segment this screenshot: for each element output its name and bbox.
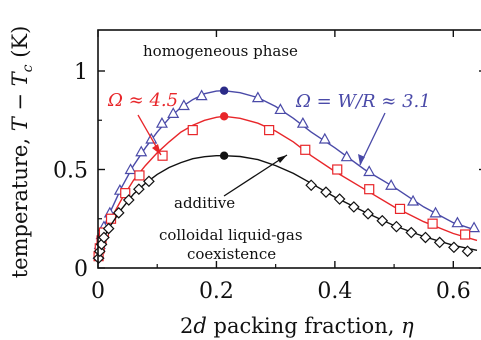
series-omega-3.1-marker bbox=[124, 163, 137, 175]
annotation-omega-red: Ω ≈ 4.5 bbox=[107, 90, 178, 111]
y-axis-label-T: T bbox=[8, 115, 32, 131]
series-omega-3.1-marker bbox=[468, 221, 481, 233]
series-additive-marker bbox=[405, 226, 418, 239]
series-omega-3.1-marker bbox=[385, 179, 398, 190]
series-additive-critical-point bbox=[219, 151, 229, 160]
series-omega-3.1-marker bbox=[195, 89, 208, 101]
x-tick-label: 0 bbox=[91, 279, 105, 304]
series-omega-3.1-marker bbox=[363, 165, 376, 177]
series-omega-3.1-line bbox=[97, 89, 478, 255]
series-omega-3.1-marker bbox=[318, 132, 331, 144]
x-axis-label-prefix: 2 bbox=[180, 314, 193, 338]
annotation-additive: additive bbox=[174, 194, 235, 212]
annotation-coexistence-line1: colloidal liquid-gas bbox=[159, 226, 303, 244]
x-tick-label: 0.2 bbox=[199, 279, 234, 304]
series-additive-marker bbox=[305, 179, 318, 192]
series-additive-marker bbox=[433, 236, 446, 249]
series-omega-4.5-marker bbox=[134, 170, 145, 181]
series-additive-marker bbox=[362, 207, 374, 220]
series-omega-3.1-marker bbox=[407, 194, 420, 206]
series-omega-4.5-marker bbox=[394, 203, 406, 214]
series-additive-marker bbox=[390, 220, 403, 233]
series-omega-4.5-marker bbox=[264, 124, 275, 136]
y-tick-label: 0 bbox=[74, 257, 88, 282]
series-omega-3.1-marker bbox=[135, 145, 148, 157]
arrow-blue-omega bbox=[359, 112, 386, 166]
series-omega-4.5-marker bbox=[300, 144, 311, 155]
series-omega-3.1-marker bbox=[274, 103, 287, 115]
y-axis-label-Tc-sub: c bbox=[20, 64, 36, 72]
series-omega-4.5-marker bbox=[187, 124, 198, 136]
series-group bbox=[92, 86, 481, 264]
series-omega-3.1-marker bbox=[429, 206, 442, 218]
plot-frame bbox=[97, 29, 481, 269]
series-omega-3.1-marker bbox=[251, 91, 264, 103]
series-layer bbox=[92, 86, 481, 264]
y-tick-label: 1 bbox=[74, 60, 88, 85]
annotation-homogeneous-phase: homogeneous phase bbox=[143, 42, 298, 60]
arrow-additive-head bbox=[277, 155, 287, 163]
series-additive-marker bbox=[376, 214, 389, 227]
arrow-additive bbox=[223, 154, 288, 197]
series-omega-4.5-marker bbox=[157, 150, 168, 161]
series-additive-marker bbox=[333, 193, 346, 205]
series-omega-4.5-critical-point bbox=[219, 112, 229, 121]
series-additive-marker bbox=[347, 201, 360, 213]
series-omega-4.5-marker bbox=[460, 229, 471, 240]
series-omega-3.1-critical-point bbox=[219, 86, 229, 95]
arrow-blue-omega-head bbox=[358, 154, 365, 165]
y-axis-label-Tc: T bbox=[8, 70, 32, 86]
arrow-red-omega-head bbox=[152, 144, 161, 155]
series-additive-marker bbox=[102, 222, 115, 235]
tick-layer: 0 0.2 0.4 0.6 0 0.5 1 bbox=[53, 30, 481, 304]
series-additive-marker bbox=[419, 231, 432, 244]
y-axis-label: temperature, T − Tc (K) bbox=[8, 26, 36, 279]
series-additive-marker bbox=[448, 241, 460, 254]
series-additive-marker bbox=[143, 175, 155, 188]
series-omega-3.1-marker bbox=[167, 107, 180, 118]
x-axis-label-d: d bbox=[193, 314, 206, 338]
x-axis-label: 2d packing fraction, η bbox=[180, 314, 414, 338]
series-omega-3.1-marker bbox=[340, 150, 353, 162]
series-additive-marker bbox=[122, 194, 135, 206]
series-omega-4.5-marker bbox=[105, 213, 117, 224]
x-tick-label: 0.4 bbox=[317, 279, 352, 304]
y-axis-label-minus: − bbox=[8, 86, 32, 117]
y-axis-label-unit: (K) bbox=[8, 26, 32, 65]
series-omega-3.1-marker bbox=[155, 116, 168, 128]
annotation-coexistence-line2: coexistence bbox=[187, 245, 276, 263]
x-tick-label: 0.6 bbox=[436, 279, 471, 304]
y-axis-label-text: temperature, bbox=[8, 131, 32, 278]
series-omega-4.5-marker bbox=[332, 164, 343, 175]
x-axis-label-text: packing fraction, bbox=[207, 314, 401, 338]
series-omega-3.1-marker bbox=[451, 216, 464, 228]
x-axis-label-eta: η bbox=[401, 314, 414, 338]
series-additive-marker bbox=[320, 186, 332, 199]
series-omega-3.1-marker bbox=[177, 99, 190, 111]
series-omega-4.5-marker bbox=[120, 188, 131, 199]
series-additive-marker bbox=[98, 231, 110, 244]
series-additive-marker bbox=[133, 183, 145, 196]
series-additive-marker bbox=[461, 245, 474, 258]
series-omega-4.5-marker bbox=[364, 184, 375, 195]
series-omega-3.1-marker bbox=[296, 116, 309, 128]
series-additive-line bbox=[97, 155, 478, 259]
series-additive-marker bbox=[112, 206, 125, 219]
series-omega-4.5-marker bbox=[427, 218, 438, 229]
y-tick-label: 0.5 bbox=[53, 159, 88, 184]
annotation-omega-blue: Ω = W/R ≈ 3.1 bbox=[295, 91, 431, 112]
